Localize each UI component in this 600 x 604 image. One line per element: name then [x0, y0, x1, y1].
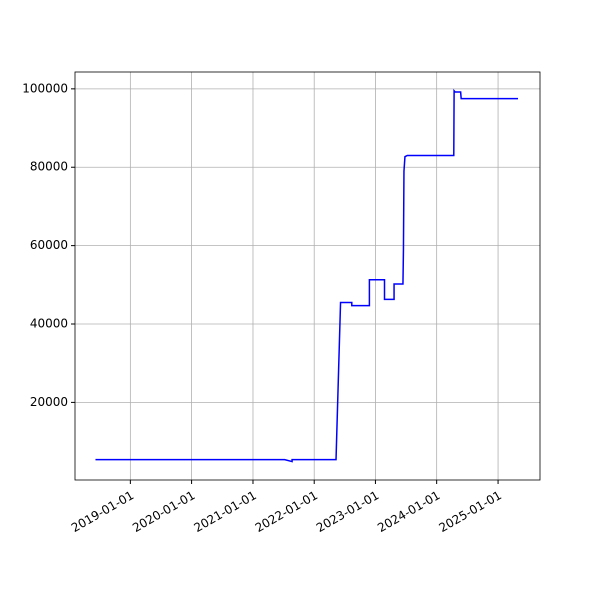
y-tick-label: 60000	[30, 238, 68, 252]
y-tick-label: 100000	[22, 81, 68, 95]
line	[95, 88, 519, 463]
y-tick-label: 80000	[30, 160, 68, 174]
y-tick-label: 20000	[30, 395, 68, 409]
y-tick-label: 40000	[30, 317, 68, 331]
plot-frame	[74, 71, 541, 481]
